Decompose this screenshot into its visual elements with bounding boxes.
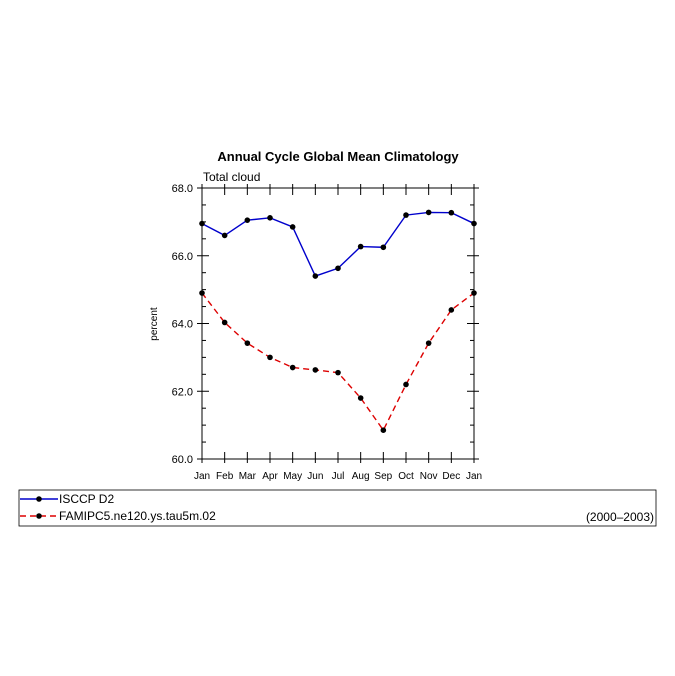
legend-items: ISCCP D2 FAMIPC5.ne120.ys.tau5m.02	[20, 492, 216, 523]
x-tick-label: Aug	[352, 471, 370, 482]
series-2-point	[380, 427, 387, 434]
y-tick-labels: 60.0 62.0 64.0 66.0 68.0	[172, 183, 193, 466]
legend-marker-1	[36, 496, 42, 502]
series-1-point	[289, 224, 296, 230]
x-tick-label: Jan	[194, 471, 210, 482]
series-1-point	[471, 220, 477, 227]
plot-frame	[201, 187, 475, 460]
series-1-point	[403, 212, 409, 218]
legend: ISCCP D2 FAMIPC5.ne120.ys.tau5m.02 (2000–…	[18, 489, 657, 527]
series-1-point	[335, 265, 341, 272]
series-2-point	[403, 381, 409, 388]
x-tick-label: Mar	[239, 471, 257, 482]
x-tick-label: Jan	[466, 471, 482, 482]
x-tick-label: May	[283, 471, 302, 482]
legend-box	[18, 489, 657, 527]
x-tick-labels: Jan Feb Mar Apr May Jun Jul Aug Sep Oct Nov Dec Jan	[194, 471, 482, 482]
x-tick-label: Jul	[332, 471, 345, 482]
series-2-point	[267, 354, 273, 361]
axis-ticks	[197, 184, 479, 463]
series-2-point	[289, 364, 296, 371]
legend-period-note: (2000–2003)	[586, 510, 654, 524]
series-2-point	[425, 340, 432, 346]
series-2-point	[335, 369, 341, 376]
legend-label-1: ISCCP D2	[59, 492, 114, 506]
series-1-point	[357, 243, 364, 250]
x-tick-label: Dec	[442, 471, 460, 482]
x-tick-label: Apr	[262, 471, 278, 482]
series-2-point	[199, 290, 205, 296]
chart-title: Annual Cycle Global Mean Climatology	[217, 149, 459, 164]
series-1-point	[221, 232, 228, 239]
series-1-point	[244, 217, 251, 223]
series-2-point	[312, 367, 319, 373]
x-tick-label: Oct	[398, 471, 414, 482]
y-tick-label: 64.0	[172, 319, 193, 331]
series-1-point	[425, 209, 432, 216]
x-tick-label: Feb	[216, 471, 234, 482]
series-1-point	[312, 273, 319, 279]
y-tick-label: 60.0	[172, 454, 193, 466]
series-2-point	[357, 395, 364, 401]
series-1-point	[448, 209, 455, 216]
series-2-point	[244, 340, 251, 346]
chart-subtitle: Total cloud	[203, 170, 260, 184]
series-2-point	[221, 319, 228, 326]
series-layer	[199, 209, 477, 434]
series-2-point	[448, 307, 455, 313]
y-axis-label: percent	[149, 307, 160, 341]
x-tick-label: Jun	[307, 471, 323, 482]
y-tick-label: 62.0	[172, 386, 193, 398]
y-tick-label: 66.0	[172, 251, 193, 263]
x-tick-label: Sep	[374, 471, 392, 482]
x-tick-label: Nov	[420, 471, 438, 482]
series-line-2	[201, 292, 475, 432]
series-2-point	[471, 290, 477, 296]
legend-marker-2	[36, 513, 42, 519]
series-1-point	[267, 215, 273, 221]
series-1-point	[199, 220, 205, 227]
series-1-point	[380, 244, 387, 251]
legend-label-2: FAMIPC5.ne120.ys.tau5m.02	[59, 509, 216, 523]
y-tick-label: 68.0	[172, 183, 193, 195]
